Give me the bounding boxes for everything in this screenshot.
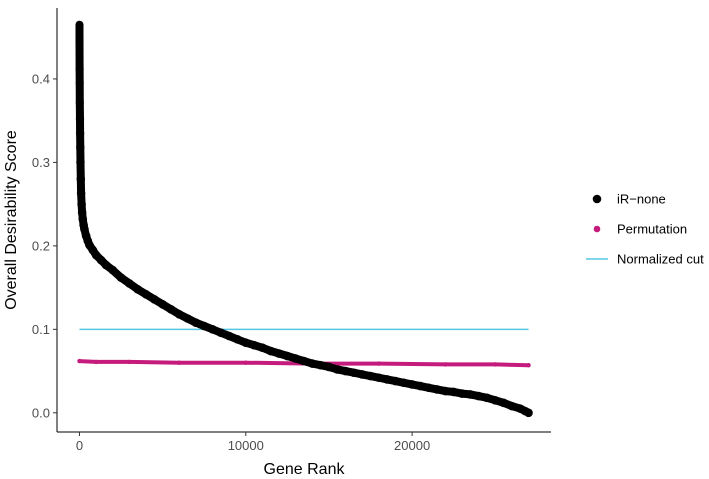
permutation-point [493, 362, 498, 367]
legend-label-0: iR−none [617, 192, 666, 207]
ir-none-point [141, 289, 151, 299]
ir-none-point [449, 387, 458, 397]
ir-none-point [75, 20, 84, 29]
ir-none-point [77, 208, 87, 217]
ir-none-point [75, 78, 85, 88]
permutation-point [243, 360, 248, 365]
ir-none-point [75, 143, 85, 152]
y-tick-label: 0.0 [32, 405, 50, 420]
ir-none-point [357, 370, 367, 379]
ir-none-point [199, 321, 209, 331]
x-axis-title: Gene Rank [264, 461, 346, 478]
ir-none-point [208, 325, 217, 334]
ir-none-point [233, 335, 242, 344]
ir-none-point [399, 378, 409, 388]
ir-none-point [258, 343, 267, 353]
legend-key-1 [593, 225, 601, 233]
y-tick-label: 0.4 [32, 71, 50, 86]
ir-none-point [80, 224, 89, 234]
ir-none-point [76, 174, 86, 184]
ir-none-point [150, 294, 159, 304]
x-tick-label: 20000 [394, 438, 430, 453]
ir-none-point [75, 35, 84, 45]
ir-none-point [75, 128, 85, 138]
legend-key-0 [592, 194, 602, 204]
ir-none-band [75, 20, 533, 417]
ir-none-point [125, 279, 134, 288]
ir-none-point [474, 391, 483, 401]
x-ticks: 0 10000 20000 [76, 432, 430, 453]
ir-none-point [524, 408, 533, 418]
ir-none-point [75, 64, 84, 74]
ir-none-point [266, 346, 276, 356]
permutation-point [177, 360, 182, 365]
ir-none-point [324, 362, 334, 372]
ir-none-point [174, 310, 184, 319]
ir-none-point [424, 383, 434, 393]
ir-none-point [416, 381, 425, 391]
ir-none-point [291, 354, 300, 363]
y-tick-label: 0.2 [32, 238, 50, 253]
ir-none-point [391, 376, 400, 386]
ir-none-point [133, 284, 142, 294]
ir-none-point [382, 375, 392, 384]
ir-none-point [191, 318, 201, 327]
ir-none-point [241, 338, 251, 347]
legend-label-1: Permutation [617, 222, 687, 237]
ir-none-point [274, 349, 284, 358]
y-ticks: 0.0 0.1 0.2 0.3 0.4 [32, 71, 57, 420]
ir-none-point [490, 395, 500, 405]
x-tick-label: 0 [76, 438, 83, 453]
ir-none-point [249, 340, 259, 350]
ir-none-point [441, 386, 450, 396]
ir-none-point [224, 331, 234, 341]
ir-none-point [77, 199, 86, 209]
ir-none-point [108, 265, 118, 275]
legend: iR−none Permutation Normalized cut [586, 192, 704, 267]
ir-none-point [116, 273, 126, 282]
y-tick-label: 0.3 [32, 155, 50, 170]
permutation-point [376, 361, 382, 366]
ir-none-point [482, 393, 492, 403]
ir-none-point [75, 114, 85, 124]
ir-none-point [158, 299, 167, 309]
ir-none-point [76, 158, 85, 167]
ir-none-point [366, 371, 375, 381]
permutation-band [77, 359, 531, 368]
ir-none-point [466, 390, 475, 399]
permutation-point [93, 359, 99, 365]
ir-none-point [183, 314, 192, 323]
ir-none-point [308, 359, 317, 368]
ir-none-point [316, 360, 325, 370]
ir-none-point [457, 389, 467, 398]
plot-area [75, 20, 533, 418]
legend-label-2: Normalized cut [617, 252, 704, 267]
ir-none-point [299, 356, 309, 366]
ir-none-point [499, 398, 508, 408]
ir-none-point [332, 365, 342, 374]
ir-none-point [341, 366, 350, 376]
ir-none-point [432, 385, 442, 394]
ir-none-point [216, 328, 226, 337]
x-tick-label: 10000 [228, 438, 264, 453]
ir-none-point [166, 305, 176, 314]
permutation-point [526, 363, 531, 368]
ir-none-point [407, 380, 417, 389]
ir-none-point [374, 373, 384, 383]
permutation-point [443, 362, 448, 367]
y-axis-title: Overall Desirability Score [3, 130, 20, 310]
y-tick-label: 0.1 [32, 322, 50, 337]
ir-none-point [507, 401, 517, 411]
ir-none-point [76, 188, 86, 198]
permutation-point [77, 358, 82, 364]
ir-none-point [75, 98, 85, 107]
ir-none-point [283, 351, 292, 361]
ir-none-point [349, 368, 359, 378]
ir-none-point [101, 260, 111, 270]
permutation-point [127, 359, 132, 365]
